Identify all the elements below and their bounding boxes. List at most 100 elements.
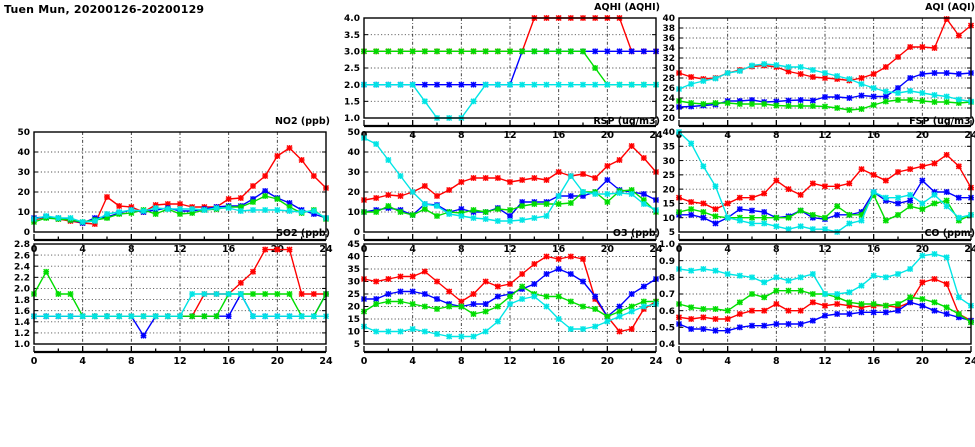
series-marker-day2 bbox=[907, 74, 914, 82]
series-marker-day3 bbox=[761, 214, 768, 221]
series-marker-day4 bbox=[797, 274, 804, 281]
series-marker-day2 bbox=[797, 96, 804, 104]
series-marker-day3 bbox=[286, 290, 293, 298]
series-marker-day1 bbox=[797, 70, 804, 78]
series-marker-day3 bbox=[640, 298, 647, 305]
series-marker-day2 bbox=[640, 48, 647, 55]
series-marker-day4 bbox=[700, 77, 707, 85]
svg-text:50: 50 bbox=[17, 128, 30, 138]
series-marker-day4 bbox=[834, 72, 841, 80]
series-marker-day4 bbox=[579, 325, 587, 333]
series-marker-day4 bbox=[373, 140, 380, 148]
series-marker-day3 bbox=[176, 210, 184, 218]
series-marker-day4 bbox=[604, 318, 611, 325]
series-marker-day3 bbox=[494, 303, 501, 310]
series-marker-day2 bbox=[761, 322, 768, 329]
svg-text:40: 40 bbox=[347, 148, 360, 158]
chart-title-fsp: FSP (ug/m3) bbox=[909, 116, 975, 127]
series-marker-day3 bbox=[262, 192, 269, 200]
svg-text:20: 20 bbox=[347, 188, 360, 198]
series-marker-day3 bbox=[567, 298, 574, 305]
series-marker-day4 bbox=[919, 200, 926, 207]
series-marker-day2 bbox=[604, 176, 611, 184]
series-marker-day4 bbox=[91, 313, 98, 320]
series-marker-day4 bbox=[604, 190, 611, 198]
series-marker-day4 bbox=[712, 183, 719, 190]
series-marker-day1 bbox=[531, 174, 538, 182]
series-marker-day4 bbox=[834, 290, 841, 298]
series-marker-day4 bbox=[152, 204, 159, 212]
series-marker-day1 bbox=[482, 174, 489, 182]
series-marker-day4 bbox=[628, 190, 635, 198]
series-marker-day1 bbox=[286, 246, 293, 253]
series-marker-day4 bbox=[931, 250, 938, 258]
series-marker-day4 bbox=[688, 140, 695, 147]
series-marker-day4 bbox=[748, 220, 756, 227]
series-marker-day4 bbox=[919, 89, 926, 97]
svg-text:1.0: 1.0 bbox=[659, 240, 675, 250]
series-marker-day4 bbox=[213, 290, 220, 298]
series-marker-day4 bbox=[761, 220, 768, 227]
series-marker-day3 bbox=[712, 99, 719, 107]
series-marker-day3 bbox=[797, 207, 804, 214]
series-marker-day4 bbox=[385, 156, 392, 164]
series-marker-day4 bbox=[470, 333, 477, 340]
series-marker-day1 bbox=[931, 275, 938, 283]
series-marker-day3 bbox=[712, 305, 719, 313]
series-marker-day1 bbox=[409, 273, 416, 280]
series-marker-day1 bbox=[274, 152, 281, 160]
series-marker-day2 bbox=[773, 98, 780, 105]
series-marker-day4 bbox=[176, 205, 184, 213]
series-marker-day4 bbox=[140, 313, 147, 320]
svg-text:0.8: 0.8 bbox=[659, 274, 675, 284]
series-marker-day4 bbox=[237, 290, 244, 298]
chart-title-aqi: AQI (AQI) bbox=[925, 2, 975, 13]
series-marker-day1 bbox=[724, 315, 731, 323]
svg-text:1.0: 1.0 bbox=[344, 114, 360, 124]
series-marker-day4 bbox=[579, 81, 587, 88]
series-marker-day1 bbox=[237, 194, 244, 202]
series-marker-day4 bbox=[785, 277, 792, 284]
series-marker-day1 bbox=[894, 168, 902, 176]
chart-title-rsp: RSP (ug/m3) bbox=[593, 116, 660, 127]
series-marker-day3 bbox=[55, 290, 62, 298]
series-marker-day1 bbox=[736, 194, 743, 201]
series-marker-day2 bbox=[894, 307, 902, 314]
svg-text:32: 32 bbox=[662, 54, 675, 64]
series-marker-day1 bbox=[458, 178, 465, 186]
series-marker-day3 bbox=[543, 200, 550, 208]
series-marker-day2 bbox=[531, 280, 538, 288]
series-marker-day2 bbox=[433, 295, 441, 303]
series-marker-day4 bbox=[373, 328, 380, 335]
series-marker-day2 bbox=[470, 300, 477, 308]
svg-text:1.8: 1.8 bbox=[14, 296, 30, 306]
series-marker-day2 bbox=[700, 214, 707, 221]
series-marker-day4 bbox=[955, 294, 962, 301]
svg-text:0.4: 0.4 bbox=[659, 340, 675, 350]
series-marker-day2 bbox=[919, 70, 926, 78]
series-marker-day4 bbox=[43, 212, 50, 220]
series-marker-day3 bbox=[724, 307, 731, 314]
series-marker-day4 bbox=[237, 207, 244, 215]
series-marker-day3 bbox=[152, 210, 159, 218]
series-marker-day4 bbox=[506, 300, 514, 308]
page-title: Tuen Mun, 20200126-20200129 bbox=[4, 3, 205, 16]
svg-text:2.6: 2.6 bbox=[14, 251, 30, 261]
series-marker-day3 bbox=[773, 214, 780, 221]
chart-plot-fsp: 51015202530354004812162024 bbox=[662, 128, 975, 254]
series-marker-day4 bbox=[894, 270, 902, 278]
series-marker-day3 bbox=[494, 48, 501, 55]
series-marker-day1 bbox=[907, 43, 914, 51]
series-marker-day4 bbox=[882, 88, 889, 95]
series-marker-day3 bbox=[846, 106, 853, 114]
series-marker-day2 bbox=[834, 310, 841, 318]
series-marker-day1 bbox=[797, 191, 804, 198]
series-marker-day4 bbox=[907, 191, 914, 198]
svg-text:0: 0 bbox=[31, 356, 38, 366]
series-marker-day4 bbox=[761, 60, 768, 68]
series-marker-day2 bbox=[834, 93, 841, 101]
series-marker-day4 bbox=[201, 290, 208, 298]
series-marker-day2 bbox=[724, 327, 731, 334]
series-marker-day4 bbox=[592, 190, 599, 198]
series-marker-day1 bbox=[397, 192, 404, 200]
